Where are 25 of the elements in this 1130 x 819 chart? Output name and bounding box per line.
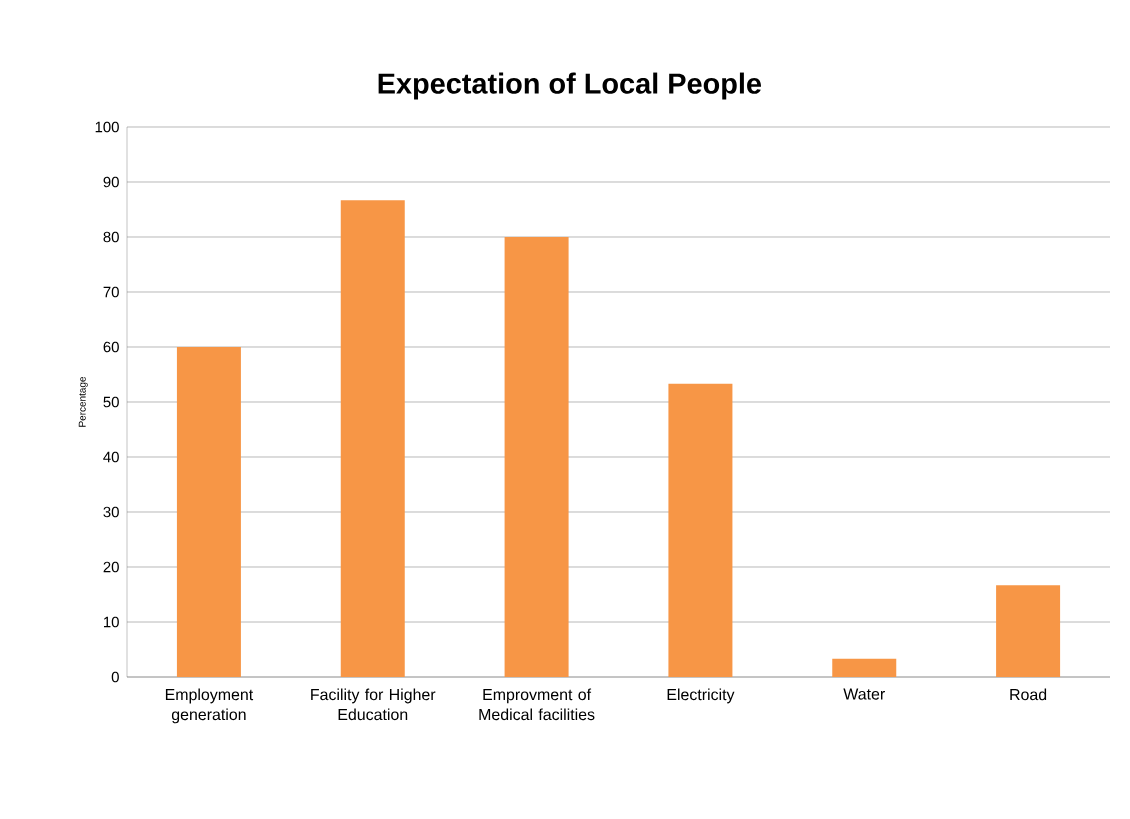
y-tick-label: 10: [104, 616, 119, 628]
bar: [504, 237, 569, 677]
y-tick-label: 40: [103, 451, 119, 463]
y-tick-label: 80: [103, 231, 119, 243]
x-tick-label: Emprovment of Medical facilities: [479, 688, 595, 721]
chart-title: Expectation of Local People: [378, 72, 762, 100]
y-tick-label: 100: [95, 121, 119, 133]
y-axis-title: Percentage: [78, 376, 88, 427]
bar: [832, 658, 897, 677]
x-tick-label: Electricity: [667, 688, 735, 704]
y-tick-label: 60: [103, 341, 119, 353]
x-tick-label: Water: [843, 688, 885, 700]
x-tick-label: Employment generation: [165, 688, 254, 724]
bar: [996, 585, 1061, 677]
y-tick-label: 70: [103, 286, 119, 298]
y-tick-label: 20: [103, 561, 119, 573]
y-tick-label: 50: [103, 396, 119, 408]
bar: [340, 200, 405, 677]
x-tick-label: Facility for Higher Education: [311, 688, 436, 721]
y-tick-label: 30: [103, 506, 119, 518]
y-tick-label: 90: [103, 176, 119, 188]
bar: [668, 383, 733, 677]
x-tick-label: Road: [1010, 688, 1047, 701]
y-tick-label: 0: [111, 671, 119, 683]
bar: [176, 347, 241, 677]
